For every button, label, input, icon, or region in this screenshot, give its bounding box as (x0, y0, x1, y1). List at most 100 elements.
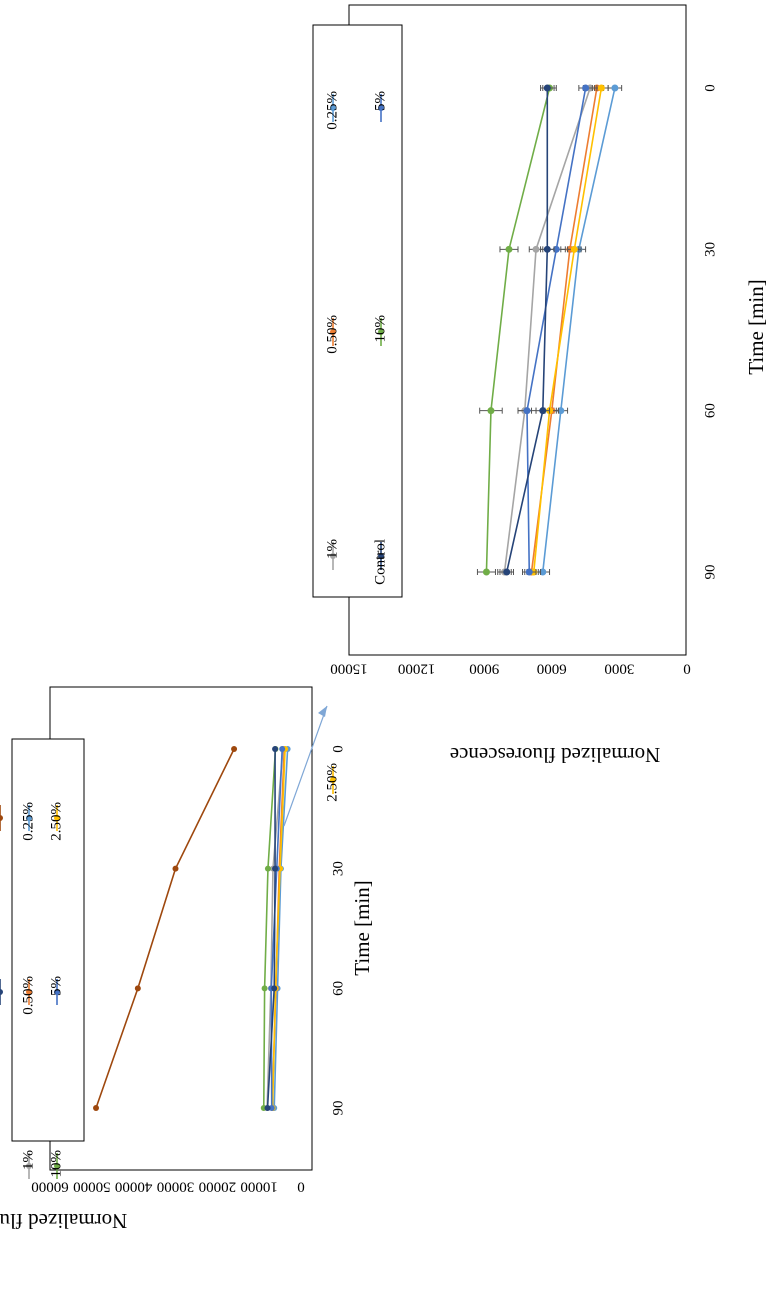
data-point (611, 84, 619, 92)
y-tick-label: 50000 (73, 1179, 111, 1195)
chart-2-frame (348, 4, 687, 656)
y-tick-label: 40000 (115, 1179, 153, 1195)
x-tick-label: 30 (330, 861, 346, 876)
y-tick-label: 9000 (469, 661, 499, 677)
data-point (525, 568, 533, 576)
data-point (557, 407, 565, 415)
data-point (570, 245, 578, 253)
chart-1-x-ticks: 0 30 60 90 (330, 745, 346, 1115)
series-line (271, 748, 286, 1109)
chart-1-series (93, 746, 291, 1111)
data-point (172, 865, 179, 872)
series-line (266, 749, 276, 1109)
data-point (532, 245, 540, 253)
data-point (582, 84, 590, 92)
y-tick-label: 30000 (157, 1179, 195, 1195)
legend-label: 10% (48, 1150, 64, 1178)
data-point (523, 407, 531, 415)
legend-label: 2.50% (324, 763, 340, 802)
data-point (503, 568, 511, 576)
legend-swatch-marker (378, 105, 384, 111)
series-line (505, 88, 549, 573)
legend-swatch-marker (26, 815, 32, 821)
y-tick-label: 3000 (604, 661, 634, 677)
data-point (597, 84, 605, 92)
data-point (268, 1105, 275, 1111)
data-point (93, 1105, 100, 1111)
data-point (539, 568, 547, 576)
data-point (539, 407, 547, 415)
data-point (487, 407, 495, 415)
y-tick-label: 60000 (31, 1179, 69, 1195)
chart-2-legend-box (312, 24, 403, 598)
chart-2-y-axis-title: Normalized fluorescence (450, 743, 660, 767)
x-tick-label: 0 (702, 84, 718, 92)
series-line (503, 87, 591, 573)
y-tick-label: 0 (297, 1179, 305, 1195)
legend-swatch-marker (54, 1163, 60, 1169)
zoom-arrow-head (318, 706, 327, 717)
legend-label: 2.50% (48, 802, 64, 841)
data-point (543, 84, 551, 92)
legend-label: 1% (324, 539, 340, 559)
x-tick-label: 0 (330, 745, 346, 753)
legend-swatch-marker (378, 329, 384, 335)
series-line (532, 87, 603, 573)
data-point (264, 865, 271, 872)
y-tick-label: 6000 (537, 661, 567, 677)
x-tick-label: 60 (702, 403, 718, 418)
zoom-connector-line (283, 705, 328, 827)
data-point (261, 985, 268, 992)
series-line (95, 748, 235, 1109)
x-tick-label: 90 (702, 565, 718, 580)
y-tick-label: 12000 (398, 661, 436, 677)
x-tick-label: 60 (330, 981, 346, 996)
y-tick-label: 20000 (199, 1179, 237, 1195)
legend-swatch-marker (54, 989, 60, 995)
legend-swatch-marker (330, 777, 336, 783)
y-tick-label: 0 (683, 661, 691, 677)
chart-2-x-ticks: 0 30 60 90 (702, 84, 718, 579)
legend-swatch-marker (0, 815, 3, 821)
data-point (552, 245, 560, 253)
series-line (262, 748, 277, 1109)
data-point (231, 746, 238, 752)
data-point (505, 245, 513, 253)
data-point (279, 746, 286, 752)
x-tick-label: 30 (702, 242, 718, 257)
legend-label: 0.25% (20, 802, 36, 841)
series-line (526, 87, 587, 573)
data-point (271, 985, 278, 992)
series-line (266, 748, 284, 1109)
chart-1-x-axis-title: Time [min] (350, 880, 374, 975)
data-point (264, 1105, 271, 1111)
legend-label: 5% (372, 91, 388, 111)
chart-1-y-axis-title: Normalized fluorescence (0, 1209, 127, 1233)
series-line (541, 87, 616, 573)
legend-swatch-marker (0, 989, 3, 995)
data-point (272, 746, 279, 752)
legend-swatch-marker (330, 329, 336, 335)
y-tick-label: 15000 (330, 661, 368, 677)
data-point (272, 865, 279, 872)
y-tick-label: 10000 (240, 1179, 278, 1195)
legend-label: 5% (48, 976, 64, 996)
chart-2-x-axis-title: Time [min] (744, 279, 768, 374)
legend-label: 0.50% (324, 315, 340, 354)
legend-label: 0.50% (20, 976, 36, 1015)
chart-2-y-ticks: 0 3000 6000 9000 12000 15000 (330, 661, 691, 677)
chart-1-legend-box (11, 738, 85, 1142)
series-line (485, 87, 551, 573)
legend-label: 10% (372, 315, 388, 343)
data-point (482, 568, 490, 576)
data-point (134, 985, 141, 992)
legend-label: Control (372, 539, 388, 585)
legend-swatch-marker (330, 553, 336, 559)
legend-swatch-marker (54, 815, 60, 821)
series-line (273, 748, 289, 1109)
legend-swatch-marker (330, 105, 336, 111)
